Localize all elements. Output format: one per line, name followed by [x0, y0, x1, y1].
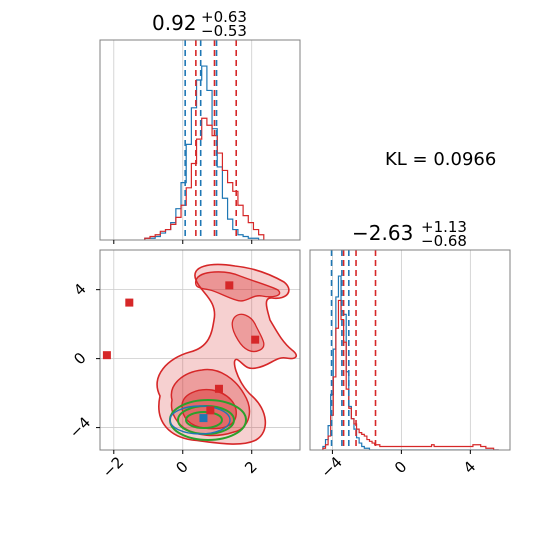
blue-contour [169, 405, 231, 435]
title-top-left-sup: +0.63 [201, 8, 247, 26]
quantile-lines-top-left [184, 40, 238, 240]
title-top-left-sub: −0.53 [201, 22, 247, 40]
bl-marker-1 [102, 351, 111, 360]
title-top-left-main: 0.92 [152, 11, 197, 35]
hist-top-left-series [144, 65, 265, 240]
markers-bottom-left [102, 281, 260, 423]
tl-series-0 [144, 65, 264, 240]
br-xtick-label-1: 0 [391, 458, 410, 477]
panel-top-left: 0.92 +0.63 −0.53 [99, 8, 301, 244]
bl-ytick-label-1: 0 [70, 349, 89, 368]
grid-top-left [113, 40, 253, 240]
br-series-0 [322, 275, 499, 450]
bl-marker-6 [199, 414, 208, 423]
bl-marker-0 [125, 298, 134, 307]
bl-xtick-label-0: −2 [99, 453, 127, 481]
green-contour-inner [185, 411, 223, 429]
red-contour-upper [194, 271, 281, 302]
bl-xtick-label-2: 2 [241, 458, 260, 477]
bl-xtick-label-1: 0 [172, 458, 191, 477]
title-bottom-right-main: −2.63 [352, 221, 413, 245]
bl-marker-2 [225, 281, 234, 290]
bl-marker-4 [214, 384, 223, 393]
grid-bottom-right [332, 250, 471, 450]
br-xtick-label-2: 4 [460, 458, 479, 477]
frame-bottom-right [309, 249, 511, 451]
contours-bottom-left [156, 263, 298, 445]
tl-series-1 [144, 117, 265, 240]
kl-label: KL = 0.0966 [385, 149, 496, 170]
title-bottom-right-sup: +1.13 [421, 218, 467, 236]
quantile-lines-bottom-right [330, 250, 377, 450]
frame-top-left [99, 39, 301, 241]
bl-marker-3 [251, 335, 260, 344]
panel-bottom-left: −2 0 2 −4 0 4 [66, 249, 301, 481]
frame-bottom-left [99, 249, 301, 451]
hist-bottom-right-series [322, 275, 499, 450]
br-xtick-label-0: −4 [318, 453, 346, 481]
ticks-bottom-right: −4 0 4 [318, 450, 479, 481]
title-bottom-right-sub: −0.68 [421, 232, 467, 250]
ticks-top-left [113, 240, 253, 244]
bl-ytick-label-2: 4 [70, 280, 89, 299]
bl-ytick-label-0: −4 [66, 413, 94, 441]
red-contour-outer [156, 263, 298, 445]
br-series-1 [322, 299, 499, 450]
panel-bottom-right: −4 0 4 −2.63 +1.13 −0.68 [309, 218, 511, 481]
bl-marker-5 [206, 406, 215, 415]
